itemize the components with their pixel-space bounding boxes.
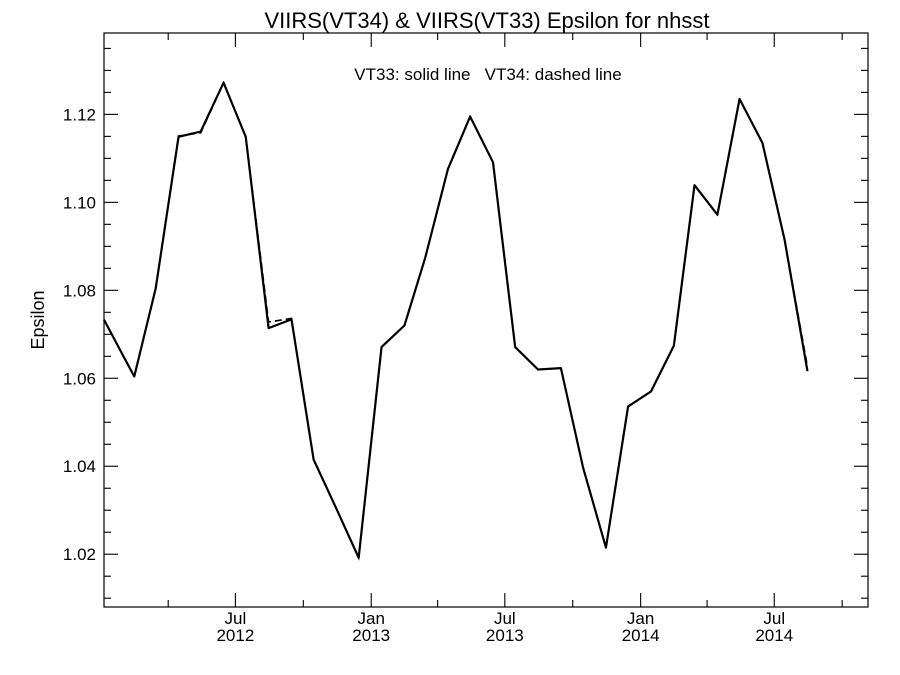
y-tick-label: 1.10 xyxy=(63,193,96,212)
x-tick-label-month: Jul xyxy=(225,609,247,628)
chart-title: VIIRS(VT34) & VIIRS(VT33) Epsilon for nh… xyxy=(264,8,709,33)
x-tick-label-month: Jan xyxy=(358,609,385,628)
y-tick-label: 1.12 xyxy=(63,105,96,124)
plot-frame xyxy=(103,32,869,608)
series-line-vt33 xyxy=(103,81,809,559)
series-layer xyxy=(103,80,809,561)
y-tick-label: 1.04 xyxy=(63,457,96,476)
x-tick-label-year: 2012 xyxy=(216,626,254,645)
x-tick-label-year: 2013 xyxy=(486,626,524,645)
y-tick-label: 1.06 xyxy=(63,369,96,388)
y-tick-label: 1.08 xyxy=(63,281,96,300)
x-tick-label-year: 2014 xyxy=(755,626,793,645)
x-tick-label-year: 2013 xyxy=(352,626,390,645)
x-tick-label-month: Jul xyxy=(763,609,785,628)
y-tick-label: 1.02 xyxy=(63,545,96,564)
y-axis-label: Epsilon xyxy=(28,290,48,349)
x-tick-label-month: Jan xyxy=(627,609,654,628)
line-style-annotation: VT33: solid line VT34: dashed line xyxy=(354,65,621,84)
series-line-vt34 xyxy=(103,80,809,561)
y-axis-ticks: 1.02 1.04 1.06 1.08 1.10 1.12 xyxy=(63,47,868,599)
x-tick-label-month: Jul xyxy=(494,609,516,628)
x-tick-label-year: 2014 xyxy=(622,626,660,645)
